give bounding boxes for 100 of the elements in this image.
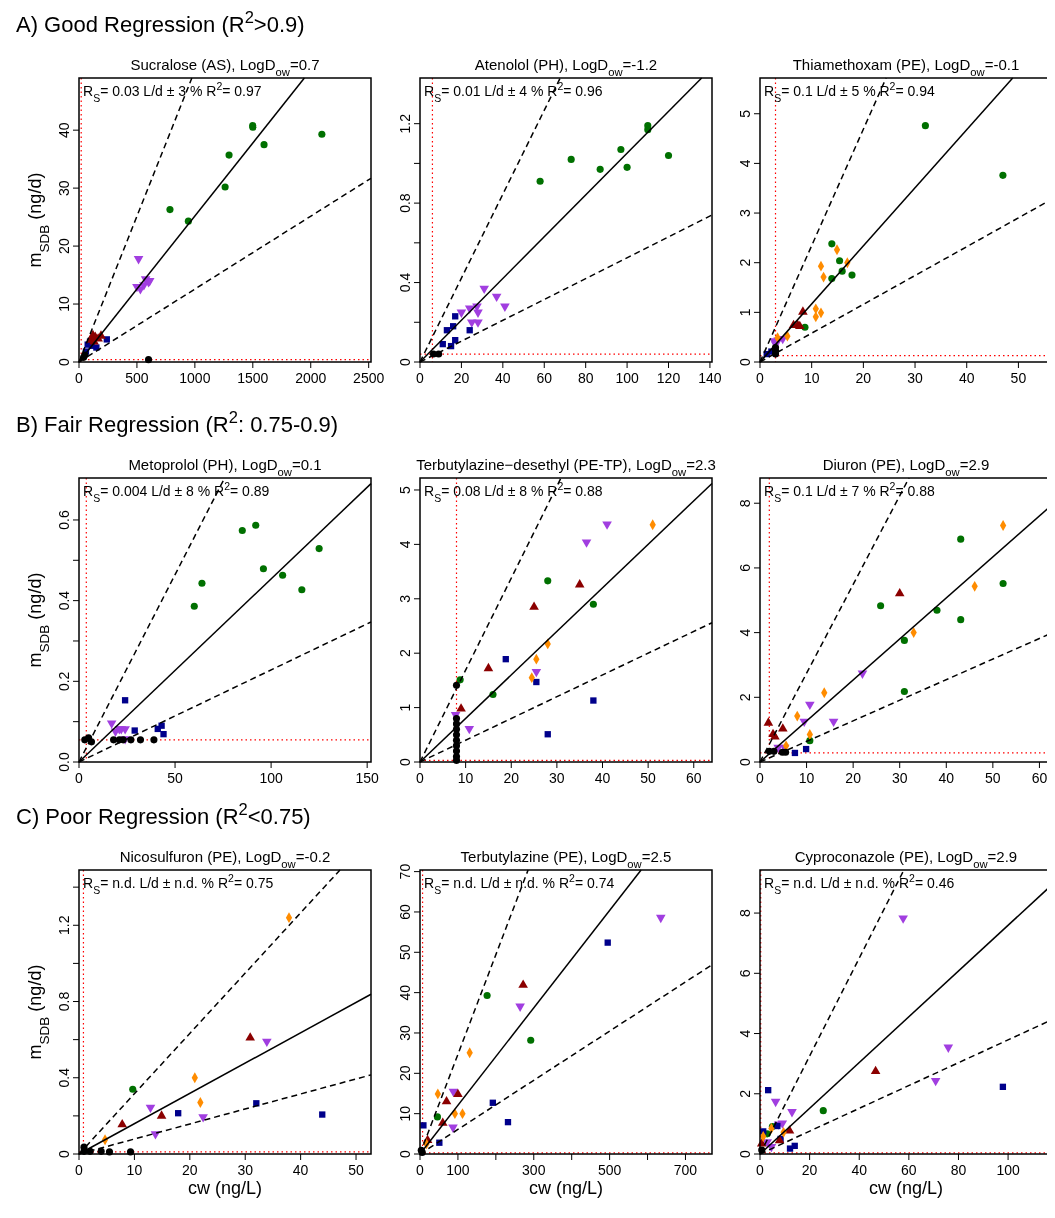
- x-tick-label: 30: [891, 770, 908, 786]
- y-tick-label: 2: [737, 693, 753, 702]
- x-tick-label: 2000: [295, 370, 327, 386]
- x-tick-label: 2500: [353, 370, 385, 386]
- x-tick-label: 80: [950, 1162, 967, 1178]
- x-tick-label: 20: [503, 770, 520, 786]
- y-tick-label: 1.2: [56, 915, 72, 936]
- x-tick-label: 40: [495, 370, 511, 386]
- x-tick-label: 40: [958, 370, 975, 386]
- x-axis-title: cw (ng/L): [528, 1178, 604, 1198]
- y-tick-label: 6: [737, 969, 753, 978]
- y-tick-label: 20: [397, 1065, 413, 1082]
- y-tick-label: 70: [397, 863, 413, 880]
- x-tick-label: 20: [855, 370, 872, 386]
- y-tick-label: 3: [737, 208, 753, 217]
- x-tick-label: 80: [577, 370, 594, 386]
- y-tick-label: 60: [397, 903, 413, 920]
- annotation: R$_{S}$= n.d. L/d ± n.d. % R$^{2}$= 0.74: [424, 872, 615, 896]
- x-tick-label: 300: [522, 1162, 546, 1178]
- x-tick-label: 0: [756, 770, 765, 786]
- x-tick-label: 10: [803, 370, 820, 386]
- x-tick-label: 40: [594, 770, 611, 786]
- x-tick-label: 100: [259, 770, 283, 786]
- x-tick-label: 50: [348, 1162, 365, 1178]
- y-tick-label: 2: [737, 1089, 753, 1098]
- x-axis-title: cw (ng/L): [868, 1178, 944, 1198]
- x-tick-label: 30: [237, 1162, 254, 1178]
- annotation: R$_{S}$= 0.1 L/d ± 5 % R$^{2}$= 0.94: [764, 80, 935, 104]
- y-tick-label: 0: [56, 1149, 72, 1158]
- x-tick-label: 60: [1031, 770, 1048, 786]
- x-tick-label: 100: [615, 370, 639, 386]
- x-tick-label: 500: [125, 370, 149, 386]
- x-tick-label: 700: [673, 1162, 698, 1178]
- y-tick-label: 0: [397, 1149, 413, 1158]
- x-tick-label: 10: [798, 770, 815, 786]
- y-tick-label: 0.8: [397, 193, 413, 213]
- y-tick-label: 0.0: [56, 752, 72, 772]
- y-tick-label: 0.4: [56, 1067, 72, 1088]
- y-tick-label: 0: [737, 357, 753, 366]
- y-tick-label: 0.4: [397, 272, 413, 293]
- chart-title: Terbutylazine−desethyl (PE-TP), LogD$_{ow}$=2.3: [416, 456, 716, 478]
- annotation: R$_{S}$= n.d. L/d ± n.d. % R$^{2}$= 0.75: [83, 872, 274, 896]
- annotation: R$_{S}$= 0.01 L/d ± 4 % R$^{2}$= 0.96: [424, 80, 603, 104]
- y-tick-label: 0.4: [56, 590, 72, 611]
- y-tick-label: 8: [737, 499, 753, 508]
- y-tick-label: 1: [397, 703, 413, 712]
- x-tick-label: 40: [851, 1162, 868, 1178]
- annotation: R$_{S}$= 0.03 L/d ± 3 % R$^{2}$= 0.97: [83, 80, 262, 104]
- y-tick-label: 20: [56, 238, 72, 254]
- x-tick-label: 10: [457, 770, 474, 786]
- chart-title: Atenolol (PH), LogD$_{ow}$=-1.2: [474, 56, 658, 78]
- x-tick-label: 20: [801, 1162, 818, 1178]
- x-tick-label: 120: [656, 370, 681, 386]
- x-tick-label: 0: [416, 370, 425, 386]
- y-tick-label: 3: [397, 594, 413, 603]
- y-tick-label: 4: [737, 159, 753, 168]
- x-axis-title: cw (ng/L): [187, 1178, 263, 1198]
- x-tick-label: 50: [1010, 370, 1027, 386]
- y-tick-label: 0: [737, 1149, 753, 1158]
- y-tick-label: 0.2: [56, 671, 72, 692]
- x-tick-label: 30: [549, 770, 565, 786]
- x-tick-label: 20: [453, 370, 470, 386]
- x-tick-label: 10: [126, 1162, 143, 1178]
- y-tick-label: 30: [397, 1024, 413, 1041]
- y-tick-label: 0: [397, 357, 413, 366]
- y-tick-label: 2: [397, 649, 413, 658]
- y-tick-label: 6: [737, 563, 753, 572]
- y-tick-label: 30: [56, 180, 72, 196]
- x-tick-label: 60: [685, 770, 702, 786]
- x-tick-label: 50: [167, 770, 184, 786]
- x-tick-label: 20: [845, 770, 862, 786]
- y-tick-label: 4: [737, 1029, 753, 1038]
- x-tick-label: 0: [75, 370, 84, 386]
- y-tick-label: 0: [737, 757, 753, 766]
- annotation: R$_{S}$= n.d. L/d ± n.d. % R$^{2}$= 0.46: [764, 872, 955, 896]
- y-tick-label: 0: [397, 757, 413, 766]
- chart-title: Thiamethoxam (PE), LogD$_{ow}$=-0.1: [792, 56, 1020, 78]
- x-tick-label: 40: [292, 1162, 309, 1178]
- y-tick-label: 40: [397, 984, 413, 1001]
- x-tick-label: 150: [355, 770, 380, 786]
- y-tick-label: 0.8: [56, 991, 72, 1012]
- chart-title: Cyproconazole (PE), LogD$_{ow}$=2.9: [794, 848, 1018, 870]
- y-tick-label: 10: [56, 296, 72, 312]
- x-tick-label: 500: [597, 1162, 622, 1178]
- y-tick-label: 4: [397, 540, 413, 549]
- x-tick-label: 0: [416, 770, 425, 786]
- y-tick-label: 1.2: [397, 113, 413, 134]
- chart-title: Terbutylazine (PE), LogD$_{ow}$=2.5: [460, 848, 672, 870]
- x-tick-label: 100: [446, 1162, 470, 1178]
- y-tick-label: 0: [56, 357, 72, 366]
- chart-title: Metoprolol (PH), LogD$_{ow}$=0.1: [128, 456, 322, 478]
- y-tick-label: 2: [737, 258, 753, 267]
- y-tick-label: 4: [737, 628, 753, 637]
- x-tick-label: 1500: [237, 370, 269, 386]
- x-tick-label: 20: [182, 1162, 198, 1178]
- y-tick-label: 1: [737, 308, 753, 317]
- x-tick-label: 30: [907, 370, 924, 386]
- text: A) Good Regression (R$^{2}$>0.9): [16, 8, 305, 37]
- chart-title: Diuron (PE), LogD$_{ow}$=2.9: [822, 456, 990, 478]
- x-tick-label: 60: [536, 370, 553, 386]
